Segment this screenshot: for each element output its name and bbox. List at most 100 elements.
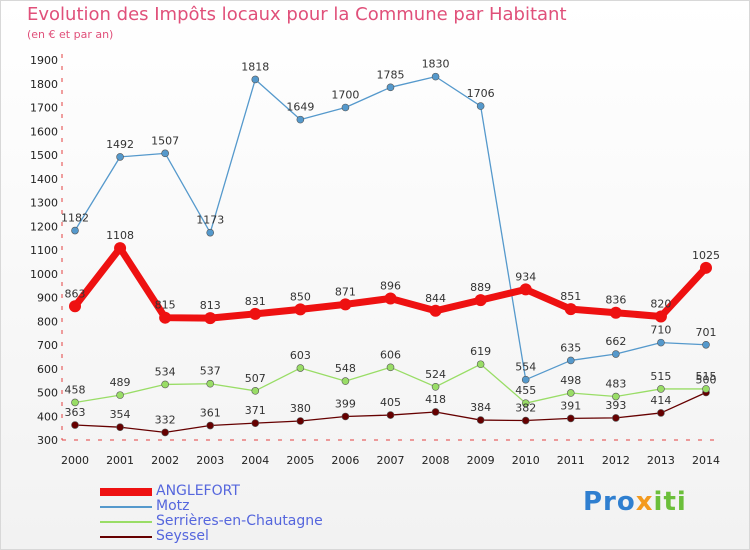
data-point-serrieres (566, 389, 575, 397)
data-label-anglefort: 863 (65, 287, 86, 300)
data-point-serrieres (476, 360, 485, 369)
y-tick-label: 1900 (30, 54, 58, 67)
y-tick-label: 1500 (30, 149, 58, 162)
data-point-serrieres (251, 387, 260, 395)
data-label-anglefort: 820 (650, 298, 671, 311)
data-label-serrieres: 548 (335, 362, 356, 375)
logo-part-1: Pro (583, 487, 636, 517)
data-label-motz: 1830 (422, 58, 450, 71)
y-tick-label: 1200 (30, 220, 58, 233)
x-tick-label: 2006 (331, 454, 359, 467)
legend-swatch-seyssel (100, 536, 152, 538)
data-label-seyssel: 414 (650, 394, 671, 407)
data-label-seyssel: 418 (425, 393, 446, 406)
data-label-anglefort: 813 (200, 299, 221, 312)
data-label-motz: 1182 (61, 212, 89, 225)
logo-part-2: x (635, 487, 654, 517)
data-point-motz (116, 153, 124, 161)
data-point-serrieres (206, 379, 215, 388)
legend-item-serrieres: Serrières-en-Chautagne (100, 513, 400, 529)
data-point-seyssel (296, 417, 305, 425)
data-point-anglefort (159, 311, 172, 324)
data-label-motz: 1492 (106, 138, 134, 151)
data-point-serrieres (296, 364, 305, 372)
data-point-seyssel (431, 408, 440, 416)
data-label-seyssel: 399 (335, 397, 356, 410)
data-label-serrieres: 458 (65, 383, 86, 396)
data-point-anglefort (384, 292, 397, 305)
axes: 300 400 500 600 700 800 900 1000 1100 1200 1300 140… (30, 54, 720, 467)
data-label-motz: 1700 (331, 89, 359, 102)
y-tick-label: 1300 (30, 197, 58, 210)
x-tick-label: 2014 (692, 454, 720, 467)
x-tick-label: 2002 (151, 454, 179, 467)
data-label-seyssel: 405 (380, 396, 401, 409)
series-layer (69, 72, 712, 437)
y-tick-label: 300 (37, 434, 58, 447)
legend-swatch-anglefort (100, 488, 152, 496)
y-tick-label: 400 (37, 410, 58, 423)
data-labels: 363 354 332 361 371 380 399 405 418 384 382 391 393 4… (61, 58, 720, 427)
legend-label-serrieres: Serrières-en-Chautagne (156, 513, 323, 529)
data-point-motz (206, 228, 215, 237)
data-point-motz (657, 338, 665, 347)
data-label-seyssel: 391 (560, 399, 581, 412)
chart-subtitle: (en € et par an) (27, 28, 114, 41)
data-point-anglefort (429, 304, 442, 317)
data-label-serrieres: 537 (200, 365, 221, 378)
data-point-seyssel (386, 411, 395, 419)
data-point-anglefort (474, 294, 487, 307)
data-point-anglefort (114, 242, 127, 255)
data-label-seyssel: 363 (65, 406, 86, 419)
data-point-seyssel (566, 414, 575, 423)
data-label-serrieres: 455 (515, 384, 536, 397)
x-tick-label: 2007 (377, 454, 405, 467)
data-label-motz: 1173 (196, 214, 224, 227)
data-label-serrieres: 619 (470, 345, 491, 358)
data-label-seyssel: 361 (200, 407, 221, 420)
data-point-seyssel (657, 409, 665, 417)
data-point-anglefort (339, 298, 352, 311)
data-label-anglefort: 1108 (106, 229, 134, 242)
data-label-motz: 635 (560, 341, 581, 354)
x-tick-label: 2000 (61, 454, 89, 467)
legend-item-seyssel: Seyssel (100, 528, 400, 544)
logo-part-3: iti (653, 487, 687, 517)
legend-swatch-serrieres (100, 521, 152, 523)
data-point-seyssel (161, 428, 169, 437)
data-label-serrieres: 515 (696, 370, 717, 383)
data-label-anglefort: 844 (425, 292, 446, 305)
data-label-motz: 1785 (377, 68, 405, 81)
x-tick-label: 2012 (602, 454, 630, 467)
x-tick-label: 2005 (286, 454, 314, 467)
data-point-motz (431, 72, 440, 81)
data-label-serrieres: 524 (425, 368, 446, 381)
proxiti-logo: Proxiti (583, 487, 687, 517)
data-label-anglefort: 850 (290, 290, 311, 303)
data-point-motz (612, 350, 620, 358)
data-point-motz (341, 103, 350, 112)
legend-item-motz: Motz (100, 498, 400, 514)
data-point-serrieres (71, 398, 79, 407)
data-label-serrieres: 534 (155, 365, 176, 378)
x-tick-label: 2011 (557, 454, 585, 467)
y-tick-label: 600 (37, 363, 58, 376)
data-point-seyssel (341, 412, 350, 421)
data-label-seyssel: 380 (290, 402, 311, 415)
data-point-seyssel (206, 421, 215, 430)
data-point-serrieres (341, 377, 350, 385)
y-tick-label: 1400 (30, 173, 58, 186)
data-point-serrieres (702, 385, 710, 393)
data-point-motz (386, 83, 395, 92)
data-label-anglefort: 815 (155, 299, 176, 312)
data-point-serrieres (612, 392, 620, 401)
data-label-seyssel: 332 (155, 413, 176, 426)
data-point-motz (702, 340, 710, 349)
data-label-serrieres: 507 (245, 372, 266, 385)
x-tick-label: 2003 (196, 454, 224, 467)
data-label-motz: 1507 (151, 134, 179, 147)
data-label-anglefort: 889 (470, 281, 491, 294)
data-label-seyssel: 393 (605, 399, 626, 412)
data-label-seyssel: 384 (470, 401, 491, 414)
